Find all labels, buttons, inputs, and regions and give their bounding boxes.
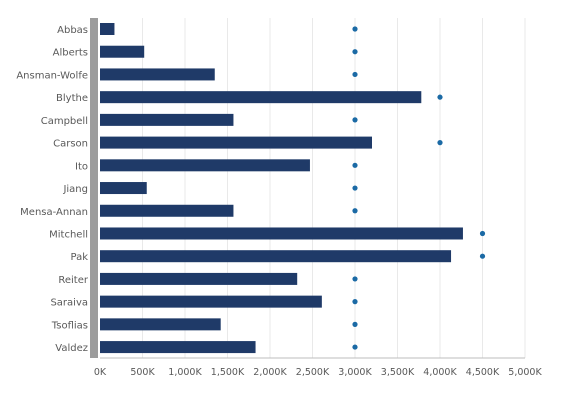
category-label: Carson [53, 139, 88, 150]
x-tick-label: 0K [94, 367, 107, 378]
category-label: Blythe [56, 93, 88, 104]
target-marker [352, 185, 358, 191]
category-label: Valdez [55, 343, 88, 354]
bar [100, 68, 215, 81]
category-labels-layer: Abbas Alberts Ansman-Wolfe Blythe Campbell Ca… [16, 25, 89, 354]
bar [100, 136, 372, 149]
target-marker [479, 253, 486, 259]
x-axis-layer: 0K 500K 1,000K 1,500K 2,000K 2,500K 3,000K 3,50… [94, 357, 542, 378]
category-label: Reiter [58, 275, 89, 286]
bar [100, 318, 221, 331]
bar [100, 250, 452, 263]
x-tick-label: 3,000K [338, 367, 372, 378]
bar [100, 341, 256, 354]
accent-strip-layer [90, 18, 98, 358]
category-label: Mitchell [49, 229, 88, 240]
target-marker [352, 321, 358, 327]
target-marker [352, 276, 358, 282]
target-marker [352, 49, 358, 55]
bars-layer [100, 23, 463, 354]
target-marker [352, 162, 358, 168]
target-markers-layer [352, 26, 486, 350]
target-marker [352, 299, 358, 305]
bar [100, 272, 298, 285]
target-marker [352, 117, 358, 123]
category-label: Saraiva [50, 298, 88, 309]
bar [100, 295, 322, 308]
bar [100, 91, 422, 104]
x-tick-label: 500K [130, 367, 155, 378]
bar [100, 23, 115, 35]
x-tick-label: 2,000K [253, 367, 287, 378]
accent-strip [90, 18, 98, 358]
x-tick-label: 5,000K [508, 367, 542, 378]
x-tick-label: 2,500K [296, 367, 330, 378]
bar [100, 159, 310, 172]
target-marker [479, 230, 486, 237]
bar [100, 113, 234, 126]
x-tick-label: 1,000K [168, 367, 202, 378]
category-label: Alberts [53, 48, 88, 59]
target-marker [352, 71, 358, 78]
category-label: Ito [75, 161, 88, 172]
bar [100, 204, 234, 217]
category-label: Tsoflias [51, 320, 88, 331]
category-label: Pak [71, 252, 89, 263]
bar [100, 45, 145, 58]
target-marker [352, 208, 358, 214]
x-tick-label: 3,500K [381, 367, 415, 378]
target-marker [437, 140, 443, 146]
category-label: Mensa-Annan [20, 207, 88, 218]
target-marker [352, 344, 358, 350]
bar [100, 182, 147, 195]
target-marker [437, 94, 443, 100]
category-label: Campbell [41, 116, 88, 127]
x-tick-label: 1,500K [211, 367, 245, 378]
target-marker [352, 26, 358, 32]
category-label: Ansman-Wolfe [16, 70, 88, 81]
x-tick-label: 4,000K [423, 367, 457, 378]
category-label: Abbas [57, 25, 88, 36]
bar [100, 227, 463, 240]
category-label: Jiang [62, 184, 88, 195]
x-tick-label: 4,500K [466, 367, 500, 378]
